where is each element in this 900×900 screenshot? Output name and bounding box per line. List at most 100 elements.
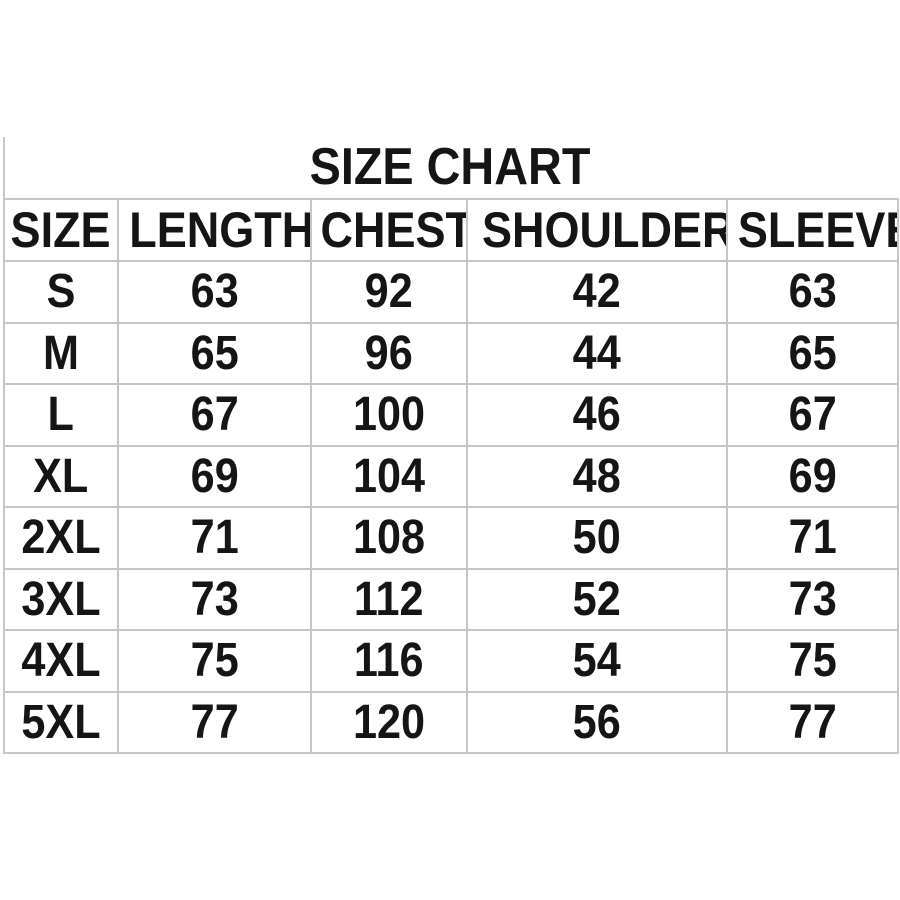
size-label-cell: 3XL <box>3 567 119 631</box>
size-label-cell: M <box>3 321 119 385</box>
table-header-row: SIZE LENGTH CHEST SHOULDER SLEEVE <box>3 198 899 262</box>
measurement-cell: 100 <box>310 383 468 447</box>
header-cell-shoulder: SHOULDER <box>466 198 728 262</box>
measurement-value: 92 <box>364 265 414 319</box>
measurement-value: 77 <box>788 695 837 749</box>
measurement-value: 73 <box>788 572 837 626</box>
measurement-value: 75 <box>788 634 837 688</box>
size-label-cell: 5XL <box>3 690 119 754</box>
measurement-cell: 77 <box>117 690 312 754</box>
measurement-cell: 67 <box>726 383 899 447</box>
measurement-cell: 75 <box>726 629 899 693</box>
measurement-value: 63 <box>190 265 239 319</box>
header-cell-label: SLEEVE <box>737 202 898 258</box>
measurement-value: 75 <box>190 634 239 688</box>
header-cell-sleeve: SLEEVE <box>726 198 899 262</box>
measurement-value: 63 <box>788 265 837 319</box>
measurement-value: 67 <box>190 388 239 442</box>
table-row-m: M 65 96 44 65 <box>3 321 899 385</box>
measurement-cell: 42 <box>466 260 728 324</box>
table-row-5xl: 5XL 77 120 56 77 <box>3 690 899 754</box>
measurement-cell: 44 <box>466 321 728 385</box>
table-left-border-stub <box>3 137 5 200</box>
measurement-cell: 69 <box>726 444 899 508</box>
table-row-2xl: 2XL 71 108 50 71 <box>3 506 899 570</box>
size-label: XL <box>33 449 89 503</box>
table-row-s: S 63 92 42 63 <box>3 260 899 324</box>
size-label: 2XL <box>21 511 101 565</box>
measurement-value: 56 <box>572 695 622 749</box>
measurement-cell: 69 <box>117 444 312 508</box>
size-label: S <box>46 265 76 319</box>
measurement-value: 67 <box>788 388 837 442</box>
measurement-cell: 52 <box>466 567 728 631</box>
size-label: L <box>47 388 75 442</box>
measurement-cell: 54 <box>466 629 728 693</box>
measurement-value: 120 <box>352 695 426 749</box>
table-row-4xl: 4XL 75 116 54 75 <box>3 629 899 693</box>
page-title-text: SIZE CHART <box>309 138 591 196</box>
measurement-value: 104 <box>352 449 426 503</box>
measurement-value: 65 <box>190 326 239 380</box>
measurement-value: 69 <box>190 449 239 503</box>
size-label-cell: XL <box>3 444 119 508</box>
table-row-xl: XL 69 104 48 69 <box>3 444 899 508</box>
measurement-value: 48 <box>572 449 622 503</box>
size-label-cell: S <box>3 260 119 324</box>
measurement-cell: 75 <box>117 629 312 693</box>
measurement-value: 42 <box>572 265 622 319</box>
measurement-value: 96 <box>364 326 414 380</box>
measurement-cell: 120 <box>310 690 468 754</box>
measurement-cell: 46 <box>466 383 728 447</box>
header-cell-label: SIZE <box>10 202 112 258</box>
measurement-cell: 48 <box>466 444 728 508</box>
measurement-cell: 104 <box>310 444 468 508</box>
size-label-cell: L <box>3 383 119 447</box>
measurement-value: 73 <box>190 572 239 626</box>
measurement-cell: 67 <box>117 383 312 447</box>
measurement-cell: 77 <box>726 690 899 754</box>
measurement-cell: 71 <box>726 506 899 570</box>
measurement-value: 77 <box>190 695 239 749</box>
header-cell-label: CHEST <box>320 202 467 258</box>
measurement-value: 108 <box>352 511 426 565</box>
measurement-value: 69 <box>788 449 837 503</box>
table-head: SIZE LENGTH CHEST SHOULDER SLEEVE <box>3 198 899 262</box>
size-label: 5XL <box>21 695 101 749</box>
page-title: SIZE CHART <box>0 137 900 198</box>
measurement-cell: 56 <box>466 690 728 754</box>
size-label: M <box>42 326 79 380</box>
table-row-l: L 67 100 46 67 <box>3 383 899 447</box>
measurement-value: 65 <box>788 326 837 380</box>
measurement-value: 112 <box>354 572 424 626</box>
measurement-cell: 50 <box>466 506 728 570</box>
measurement-cell: 96 <box>310 321 468 385</box>
measurement-value: 116 <box>354 634 424 688</box>
measurement-cell: 73 <box>726 567 899 631</box>
measurement-value: 71 <box>190 511 239 565</box>
measurement-value: 46 <box>572 388 622 442</box>
header-cell-size: SIZE <box>3 198 119 262</box>
measurement-cell: 71 <box>117 506 312 570</box>
measurement-value: 50 <box>572 511 622 565</box>
header-cell-label: SHOULDER <box>482 202 727 258</box>
measurement-value: 54 <box>572 634 622 688</box>
table-body: S 63 92 42 63 M 65 96 44 65 L 67 100 46 67 XL 69 104 48 69 2… <box>3 260 899 754</box>
measurement-value: 44 <box>572 326 622 380</box>
measurement-cell: 116 <box>310 629 468 693</box>
measurement-cell: 92 <box>310 260 468 324</box>
header-cell-length: LENGTH <box>117 198 312 262</box>
size-label-cell: 4XL <box>3 629 119 693</box>
measurement-value: 71 <box>788 511 837 565</box>
header-cell-label: LENGTH <box>129 202 311 258</box>
size-label: 4XL <box>21 634 101 688</box>
measurement-value: 100 <box>352 388 426 442</box>
table-row-3xl: 3XL 73 112 52 73 <box>3 567 899 631</box>
measurement-cell: 65 <box>726 321 899 385</box>
size-label-cell: 2XL <box>3 506 119 570</box>
size-label: 3XL <box>21 572 101 626</box>
measurement-cell: 108 <box>310 506 468 570</box>
size-chart-table: SIZE LENGTH CHEST SHOULDER SLEEVE S 63 92 42 63 M… <box>3 198 899 754</box>
measurement-cell: 73 <box>117 567 312 631</box>
